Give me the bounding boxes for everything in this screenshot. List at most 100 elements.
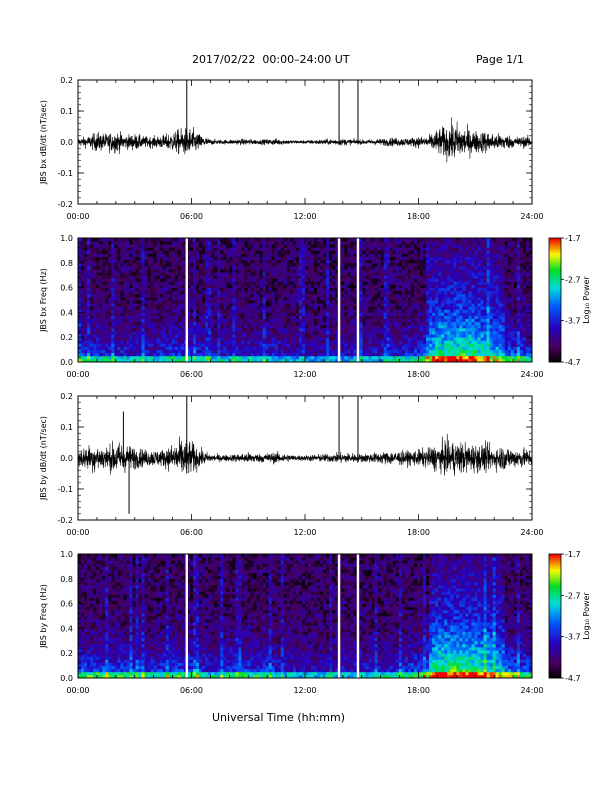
spectrogram-cell [386,340,391,344]
spectrogram-cell [347,293,351,298]
spectrogram-cell [265,265,270,270]
spectrogram-cell [271,272,276,276]
spectrogram-cell [423,278,427,282]
spectrogram-cell [141,306,145,310]
spectrogram-cell [87,241,91,245]
spectrogram-cell [168,269,173,273]
spectrogram-cell [371,253,376,257]
spectrogram-cell [320,296,324,301]
spectrogram-cell [241,349,245,354]
spectrogram-cell [114,281,118,285]
spectrogram-cell [202,272,206,276]
spectrogram-cell [365,259,369,264]
spectrogram-cell [235,352,239,357]
spectrogram-cell [156,346,161,350]
spectrogram-cell [117,281,121,285]
spectrogram-cell [374,358,379,363]
spectrogram-cell [135,238,139,242]
spectrogram-cell [235,281,239,285]
spectrogram-cell [93,303,97,307]
spectrogram-cell [389,290,394,295]
spectrogram-cell [84,238,88,242]
spectrogram-cell [202,287,206,292]
spectrogram-cell [186,324,191,329]
spectrogram-cell [147,275,152,279]
spectrogram-cell [150,346,155,350]
spectrogram-cell [410,241,415,245]
spectrogram-cell [305,275,309,279]
spectrogram-cell [244,281,248,285]
spectrogram-cell [335,290,339,295]
spectrogram-cell [141,287,145,292]
spectrogram-cell [168,324,173,329]
spectrogram-cell [401,306,406,310]
spectrogram-cell [350,244,354,248]
spectrogram-cell [305,250,309,254]
spectrogram-cell [87,238,91,242]
spectrogram-cell [211,315,215,319]
spectrogram-cell [326,315,330,319]
spectrogram-cell [344,284,348,288]
spectrogram-cell [401,256,406,261]
spectrogram-cell [277,241,282,245]
spectrogram-cell [371,352,376,357]
spectrogram-cell [326,281,330,285]
spectrogram-cell [78,296,82,301]
spectrogram-cell [199,244,203,248]
spectrogram-cell [426,324,430,329]
spectrogram-cell [386,250,391,254]
spectrogram-cell [347,272,351,276]
spectrogram-cell [350,300,354,304]
spectrogram-cell [335,269,339,273]
spectrogram-cell [341,349,345,354]
spectrogram-cell [159,337,164,341]
spectrogram-cell [444,256,448,261]
spectrogram-cell [238,324,242,329]
spectrogram-cell [365,287,369,292]
spectrogram-cell [108,265,112,270]
spectrogram-cell [368,244,372,248]
spectrogram-cell [404,296,409,301]
spectrogram-cell [308,306,312,310]
spectrogram-cell [286,346,291,350]
spectrogram-cell [153,287,158,292]
spectrogram-cell [326,318,330,323]
spectrogram-cell [365,244,369,248]
spectrogram-cell [280,256,285,261]
spectrogram-cell [386,265,391,270]
spectrogram-cell [374,331,379,335]
spectrogram-cell [102,296,106,301]
spectrogram-cell [271,238,276,242]
spectrogram-cell [441,284,445,288]
spectrogram-cell [132,275,136,279]
spectrogram-cell [280,334,285,338]
spectrogram-cell [96,262,100,267]
spectrogram-cell [229,312,233,316]
spectrogram-cell [126,331,130,335]
spectrogram-cell [323,296,327,301]
spectrogram-cell [123,327,127,332]
spectrogram-cell [120,281,124,285]
spectrogram-cell [371,250,376,254]
spectrogram-cell [410,247,415,251]
spectrogram-cell [135,250,139,254]
spectrogram-cell [238,337,242,341]
spectrogram-cell [368,238,372,242]
spectrogram-cell [174,269,179,273]
spectrogram-cell [259,287,264,292]
spectrogram-cell [413,293,418,298]
spectrogram-cell [253,241,257,245]
spectrogram-cell [211,358,215,363]
spectrogram-cell [305,352,309,357]
spectrogram-cell [371,287,376,292]
spectrogram-cell [438,241,442,245]
spectrogram-cell [329,238,333,242]
spectrogram-cell [332,349,336,354]
spectrogram-cell [298,262,303,267]
spectrogram-cell [226,281,230,285]
spectrogram-cell [229,275,233,279]
spectrogram-cell [253,334,257,338]
spectrogram-cell [420,352,424,357]
spectrogram-cell [426,349,430,354]
spectrogram-cell [193,250,197,254]
